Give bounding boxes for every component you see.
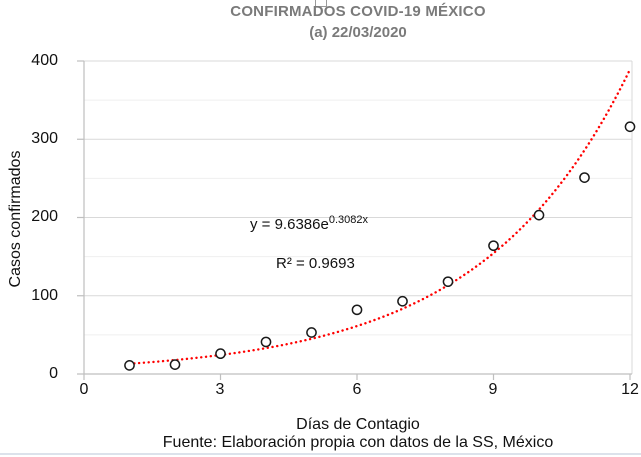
- y-tick-label-100: 100: [31, 287, 58, 304]
- x-axis-title: Días de Contagio: [296, 416, 420, 433]
- trendline-equation: y = 9.6386e0.3082x: [250, 214, 368, 234]
- r-squared-label: R² = 0.9693: [276, 255, 355, 272]
- y-tick-label-300: 300: [31, 130, 58, 147]
- y-tick-label-0: 0: [49, 365, 58, 382]
- data-point-marker: [442, 276, 454, 288]
- source-note: Fuente: Elaboración propia con datos de …: [162, 434, 554, 451]
- equation-exponent: 0.3082x: [328, 214, 368, 226]
- x-tick-label-9: 9: [488, 381, 498, 398]
- x-tick-label-3: 3: [215, 381, 225, 398]
- chart-selection-handle: [315, 0, 327, 7]
- bottom-border: [0, 453, 641, 455]
- data-point-marker: [351, 304, 363, 316]
- data-point-marker: [533, 209, 545, 221]
- x-tick-label-12: 12: [621, 381, 639, 398]
- data-point-marker: [215, 348, 226, 360]
- data-point-marker: [124, 360, 135, 371]
- data-point-marker: [306, 327, 317, 338]
- chart-title: CONFIRMADOS COVID-19 MÉXICO: [230, 3, 486, 20]
- chart-subtitle: (a) 22/03/2020: [309, 24, 407, 41]
- data-point-marker: [260, 336, 272, 348]
- data-point-marker: [397, 295, 408, 307]
- y-tick-label-400: 400: [31, 52, 58, 69]
- data-point-marker: [579, 172, 590, 183]
- data-point-marker: [169, 359, 181, 370]
- x-tick-label-0: 0: [79, 381, 89, 398]
- data-point-marker: [488, 240, 499, 252]
- trendline: [128, 68, 632, 365]
- equation-base: y = 9.6386e: [250, 216, 329, 233]
- x-tick-label-6: 6: [352, 381, 362, 398]
- data-point-marker: [624, 121, 636, 133]
- y-tick-label-200: 200: [31, 208, 58, 225]
